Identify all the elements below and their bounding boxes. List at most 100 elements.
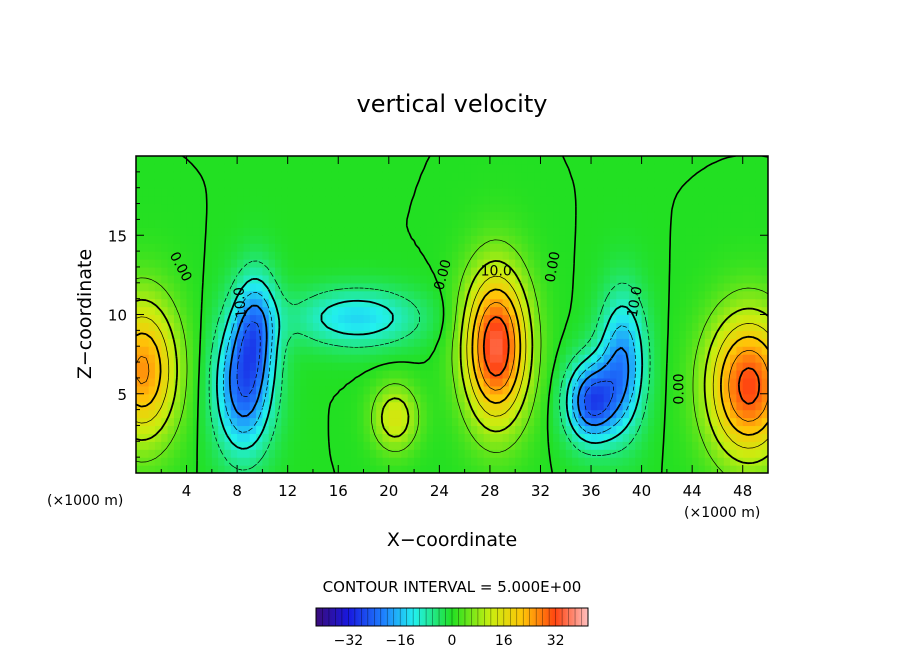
- heatmap-cell: [395, 171, 403, 181]
- colorbar-tick-label: −16: [385, 633, 415, 649]
- heatmap-cell: [470, 330, 478, 339]
- heatmap-cell: [256, 362, 263, 371]
- heatmap-cell: [591, 243, 598, 252]
- heatmap-cell: [508, 425, 516, 434]
- heatmap-cell: [211, 219, 219, 228]
- heatmap-cell: [489, 377, 497, 387]
- heatmap-cell: [591, 457, 598, 466]
- heatmap-cell: [426, 377, 434, 387]
- heatmap-cell: [553, 377, 561, 387]
- heatmap-cell: [357, 385, 365, 395]
- contour-label: 0.00: [431, 258, 455, 292]
- heatmap-cell: [300, 203, 308, 213]
- heatmap-cell: [205, 156, 213, 165]
- heatmap-cell: [275, 425, 282, 434]
- heatmap-cell: [749, 441, 756, 450]
- heatmap-cell: [515, 314, 523, 324]
- heatmap-cell: [136, 243, 143, 252]
- heatmap-cell: [666, 425, 674, 434]
- heatmap-cell: [591, 251, 598, 260]
- heatmap-cell: [312, 259, 320, 268]
- heatmap-cell: [628, 179, 636, 189]
- heatmap-cell: [572, 409, 579, 419]
- heatmap-cell: [591, 417, 598, 427]
- heatmap-cell: [281, 163, 289, 173]
- heatmap-cell: [363, 266, 371, 276]
- heatmap-cell: [249, 163, 257, 173]
- heatmap-cell: [338, 433, 346, 442]
- heatmap-cell: [186, 282, 194, 292]
- heatmap-cell: [401, 187, 409, 197]
- heatmap-cell: [565, 195, 573, 205]
- heatmap-cell: [414, 393, 421, 403]
- heatmap-cell: [597, 417, 605, 427]
- heatmap-cell: [407, 330, 415, 339]
- heatmap-cell: [237, 322, 245, 331]
- heatmap-cell: [136, 179, 143, 189]
- heatmap-cell: [243, 369, 251, 379]
- heatmap-cell: [136, 409, 143, 419]
- heatmap-cell: [742, 274, 750, 284]
- heatmap-cell: [357, 266, 365, 276]
- heatmap-cell: [306, 203, 314, 213]
- heatmap-cell: [350, 314, 358, 324]
- heatmap-cell: [205, 171, 213, 181]
- heatmap-cell: [376, 290, 384, 300]
- heatmap-cell: [357, 354, 365, 363]
- heatmap-cell: [433, 227, 440, 236]
- heatmap-cell: [711, 409, 719, 419]
- heatmap-cell: [186, 243, 194, 252]
- heatmap-cell: [186, 203, 194, 213]
- heatmap-cell: [154, 330, 162, 339]
- heatmap-cell: [287, 330, 295, 339]
- heatmap-cell: [616, 251, 624, 260]
- heatmap-cell: [723, 401, 731, 411]
- heatmap-cell: [761, 266, 768, 276]
- heatmap-cell: [730, 187, 737, 197]
- heatmap-cell: [173, 203, 181, 213]
- heatmap-cell: [553, 417, 561, 427]
- heatmap-cell: [489, 354, 497, 363]
- heatmap-cell: [565, 298, 573, 308]
- heatmap-cell: [344, 227, 352, 236]
- heatmap-cell: [306, 354, 314, 363]
- heatmap-cell: [180, 259, 188, 268]
- heatmap-cell: [350, 457, 358, 466]
- heatmap-cell: [237, 401, 245, 411]
- heatmap-cell: [540, 156, 548, 165]
- heatmap-cell: [502, 401, 510, 411]
- heatmap-cell: [230, 322, 238, 331]
- heatmap-cell: [173, 195, 181, 205]
- heatmap-cell: [363, 457, 371, 466]
- heatmap-cell: [761, 306, 768, 316]
- heatmap-cell: [376, 274, 384, 284]
- heatmap-cell: [243, 290, 251, 300]
- heatmap-cell: [515, 354, 523, 363]
- heatmap-cell: [243, 409, 251, 419]
- heatmap-cell: [660, 211, 668, 220]
- heatmap-cell: [338, 393, 346, 403]
- heatmap-cell: [357, 457, 365, 466]
- heatmap-cell: [761, 219, 768, 228]
- heatmap-cell: [433, 338, 440, 347]
- heatmap-cell: [647, 362, 655, 371]
- heatmap-cell: [388, 322, 396, 331]
- heatmap-cell: [730, 441, 737, 450]
- heatmap-cell: [312, 306, 320, 316]
- heatmap-cell: [660, 330, 668, 339]
- heatmap-cell: [300, 243, 308, 252]
- heatmap-cell: [287, 346, 295, 355]
- heatmap-cell: [515, 219, 523, 228]
- heatmap-cell: [666, 362, 674, 371]
- heatmap-cell: [401, 417, 409, 427]
- heatmap-cell: [344, 457, 352, 466]
- heatmap-cell: [439, 282, 447, 292]
- heatmap-cell: [148, 330, 156, 339]
- heatmap-cell: [401, 179, 409, 189]
- heatmap-cell: [685, 227, 693, 236]
- heatmap-cell: [660, 457, 668, 466]
- heatmap-cell: [736, 314, 744, 324]
- heatmap-cell: [521, 179, 529, 189]
- heatmap-cell: [464, 449, 472, 458]
- heatmap-cell: [338, 211, 346, 220]
